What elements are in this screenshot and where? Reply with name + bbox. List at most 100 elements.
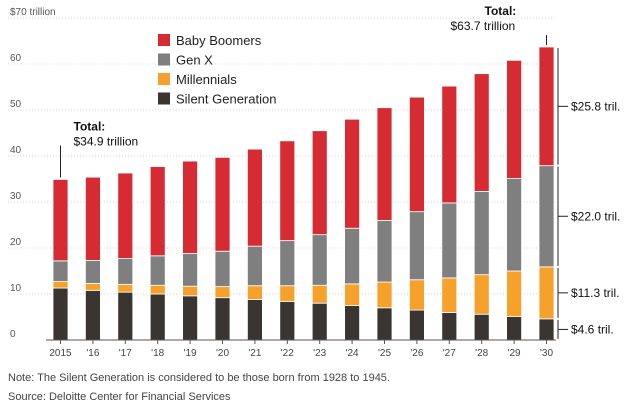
y-tick-label: 0: [10, 329, 16, 340]
footer-note: Note: The Silent Generation is considere…: [8, 372, 390, 384]
bar-segment-millennials: [182, 285, 199, 297]
bar-segment-baby-boomers: [376, 107, 393, 221]
x-tick-label: '19: [184, 348, 197, 359]
bar-segment-baby-boomers: [52, 179, 69, 262]
x-tick-label: '28: [475, 348, 488, 359]
x-tick-label: '20: [216, 348, 229, 359]
legend: Baby Boomers Gen X Millennials Silent Gener…: [158, 33, 276, 107]
bar-segment-millennials: [52, 281, 69, 289]
bar-segment-silent-generation: [279, 300, 296, 341]
segment-label: $22.0 tril.: [571, 209, 620, 223]
x-tick-label: '17: [119, 348, 132, 359]
bar-segment-silent-generation: [344, 305, 361, 341]
bar-segment-silent-generation: [85, 289, 101, 341]
bar-segment-millennials: [214, 286, 231, 299]
legend-swatch: [158, 53, 170, 66]
bar-segment-millennials: [538, 266, 555, 320]
bar-segment-millennials: [279, 285, 296, 302]
legend-label: Gen X: [176, 53, 213, 68]
bar-segment-silent-generation: [149, 293, 166, 341]
bar-segment-silent-generation: [506, 316, 523, 341]
y-tick-label: 20: [10, 237, 22, 248]
x-tick-label: '27: [443, 348, 456, 359]
bar-segment-gen-x: [52, 260, 69, 282]
bar-segment-gen-x: [441, 202, 458, 279]
bar-segment-baby-boomers: [311, 130, 328, 236]
total-value: $34.9 trillion: [74, 134, 139, 148]
bar-segment-silent-generation: [246, 299, 263, 341]
footer-source: Source: Deloitte Center for Financial Se…: [8, 391, 231, 403]
bar-segment-millennials: [311, 284, 328, 304]
bar-segment-baby-boomers: [506, 59, 523, 179]
bar-segment-silent-generation: [52, 287, 69, 341]
segment-label: $25.8 tril.: [571, 99, 620, 113]
bar-segment-baby-boomers: [538, 46, 555, 167]
x-tick-label: '21: [248, 348, 261, 359]
y-tick-label: 30: [10, 191, 22, 202]
bar-segment-silent-generation: [473, 313, 490, 341]
legend-swatch: [158, 34, 170, 46]
x-tick-label: '23: [313, 348, 326, 359]
bar-segment-millennials: [506, 270, 523, 317]
bar-segment-millennials: [85, 283, 101, 291]
x-axis-ticks: 2015 '16 '17 '18 '19 '20 '21 '22 '23 '24 '25 '26 '27…: [46, 339, 556, 359]
x-tick-label: '26: [410, 348, 423, 359]
legend-label: Silent Generation: [176, 92, 276, 107]
x-tick-label: '24: [346, 348, 359, 359]
bar-segment-baby-boomers: [473, 73, 490, 192]
bar-segment-gen-x: [538, 165, 555, 268]
bar-segment-baby-boomers: [214, 156, 231, 252]
y-axis-ticks: $70 trillion 60 50 40 30 20 10 0: [10, 7, 56, 340]
bar-segment-gen-x: [85, 260, 101, 284]
legend-swatch: [158, 73, 170, 85]
bar-segment-gen-x: [506, 178, 523, 272]
bar-segment-gen-x: [408, 211, 425, 281]
bar-segment-millennials: [246, 285, 263, 300]
y-tick-label: 60: [10, 53, 22, 64]
bar-segment-gen-x: [117, 258, 134, 285]
bar-segment-baby-boomers: [182, 160, 199, 254]
bar-segment-baby-boomers: [441, 85, 458, 204]
bar-segment-silent-generation: [408, 309, 425, 341]
bar-segment-silent-generation: [538, 318, 555, 341]
bar-segment-millennials: [473, 274, 490, 315]
bar-segment-gen-x: [473, 191, 490, 276]
bar-segment-silent-generation: [441, 311, 458, 341]
bar-segment-baby-boomers: [344, 118, 361, 229]
segment-label: $11.3 tril.: [571, 286, 619, 300]
bar-segment-gen-x: [246, 245, 263, 287]
x-tick-label: '25: [378, 348, 391, 359]
y-tick-label: 10: [10, 283, 22, 294]
total-title: Total:: [74, 119, 106, 133]
bar-segment-baby-boomers: [85, 176, 101, 261]
bar-segment-silent-generation: [376, 307, 393, 341]
legend-label: Millennials: [176, 72, 237, 87]
legend-label: Baby Boomers: [176, 33, 262, 48]
x-tick-label: '22: [281, 348, 294, 359]
bar-segment-millennials: [441, 277, 458, 313]
bar-segment-baby-boomers: [246, 148, 263, 247]
bar-segment-gen-x: [344, 227, 361, 285]
bar-segment-millennials: [149, 284, 166, 295]
x-tick-label: '16: [86, 348, 99, 359]
bars: [52, 46, 555, 341]
total-value: $63.7 trillion: [451, 19, 516, 33]
y-tick-label: 40: [10, 145, 22, 156]
bar-segment-millennials: [408, 279, 425, 311]
bar-segment-gen-x: [149, 255, 166, 286]
bar-segment-baby-boomers: [279, 140, 296, 242]
bar-segment-baby-boomers: [149, 166, 166, 257]
bar-segment-gen-x: [182, 253, 199, 287]
bar-segment-silent-generation: [214, 297, 231, 341]
total-title: Total:: [485, 4, 517, 18]
y-tick-label: 50: [10, 99, 22, 110]
bar-segment-silent-generation: [182, 295, 199, 341]
bar-segment-gen-x: [376, 219, 393, 283]
bar-segment-silent-generation: [311, 302, 328, 341]
bar-segment-millennials: [117, 283, 134, 293]
legend-swatch: [158, 92, 170, 105]
y-tick-label: $70 trillion: [10, 7, 56, 18]
bar-segment-baby-boomers: [408, 96, 425, 213]
